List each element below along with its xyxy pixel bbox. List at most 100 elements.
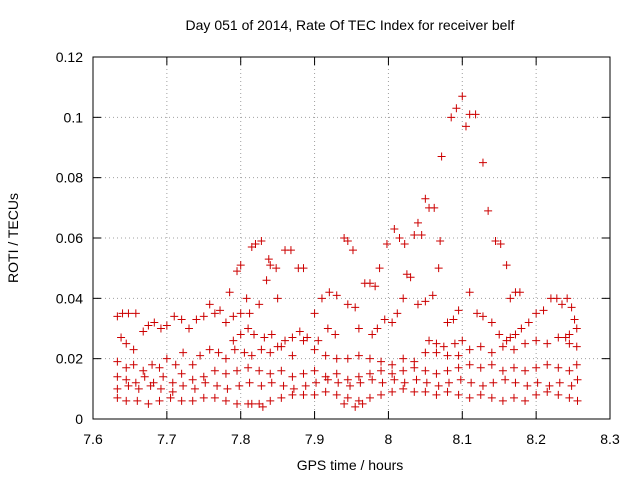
data-point bbox=[196, 351, 205, 360]
data-point bbox=[565, 366, 574, 375]
data-point bbox=[168, 387, 177, 396]
data-point bbox=[343, 237, 352, 246]
data-point bbox=[343, 375, 352, 384]
data-point bbox=[340, 399, 349, 408]
data-point bbox=[454, 306, 463, 315]
data-point bbox=[509, 393, 518, 402]
x-tick-label: 7.6 bbox=[83, 431, 103, 447]
data-point bbox=[465, 360, 474, 369]
data-point bbox=[321, 351, 330, 360]
data-point bbox=[343, 354, 352, 363]
data-point bbox=[471, 110, 480, 119]
data-point bbox=[400, 378, 409, 387]
data-point bbox=[272, 264, 281, 273]
data-point bbox=[368, 330, 377, 339]
data-point bbox=[230, 345, 239, 354]
data-point bbox=[421, 297, 430, 306]
data-point bbox=[257, 345, 266, 354]
data-point bbox=[233, 267, 242, 276]
data-point bbox=[399, 384, 408, 393]
data-point bbox=[501, 375, 510, 384]
data-point bbox=[288, 372, 297, 381]
data-point bbox=[229, 336, 238, 345]
data-point bbox=[572, 324, 581, 333]
data-point bbox=[133, 396, 142, 405]
data-point bbox=[295, 327, 304, 336]
data-point bbox=[515, 288, 524, 297]
chart-title: Day 051 of 2014, Rate Of TEC Index for r… bbox=[186, 17, 515, 33]
data-point bbox=[432, 339, 441, 348]
data-point bbox=[139, 327, 148, 336]
data-point bbox=[131, 378, 140, 387]
data-point bbox=[563, 294, 572, 303]
data-point bbox=[565, 393, 574, 402]
data-point bbox=[166, 393, 175, 402]
data-point bbox=[495, 330, 504, 339]
data-point bbox=[144, 399, 153, 408]
data-point bbox=[205, 345, 214, 354]
grid-lines bbox=[93, 57, 610, 419]
data-point bbox=[257, 381, 266, 390]
data-point bbox=[134, 384, 143, 393]
data-point bbox=[245, 378, 254, 387]
data-point bbox=[139, 366, 148, 375]
data-point bbox=[450, 339, 459, 348]
data-point bbox=[168, 378, 177, 387]
x-tick-label: 8.3 bbox=[600, 431, 620, 447]
data-point bbox=[554, 333, 563, 342]
data-point bbox=[122, 375, 131, 384]
data-point bbox=[170, 312, 179, 321]
data-point bbox=[240, 348, 249, 357]
data-point bbox=[476, 390, 485, 399]
data-point bbox=[365, 279, 374, 288]
data-point bbox=[532, 309, 541, 318]
data-point bbox=[177, 315, 186, 324]
data-point bbox=[303, 333, 312, 342]
data-point bbox=[434, 381, 443, 390]
data-point bbox=[129, 360, 138, 369]
data-point bbox=[428, 291, 437, 300]
data-point bbox=[286, 246, 295, 255]
data-point bbox=[299, 369, 308, 378]
data-point bbox=[171, 360, 180, 369]
y-tick-label: 0.08 bbox=[56, 170, 83, 186]
data-point bbox=[524, 318, 533, 327]
data-point bbox=[288, 390, 297, 399]
data-point bbox=[532, 363, 541, 372]
data-point bbox=[467, 378, 476, 387]
data-point bbox=[393, 309, 402, 318]
data-point bbox=[199, 393, 208, 402]
data-point bbox=[478, 381, 487, 390]
data-point bbox=[221, 354, 230, 363]
data-point bbox=[223, 384, 232, 393]
data-point bbox=[377, 357, 386, 366]
data-point bbox=[412, 375, 421, 384]
data-point bbox=[235, 381, 244, 390]
data-point bbox=[506, 333, 515, 342]
data-point bbox=[443, 351, 452, 360]
data-point bbox=[399, 366, 408, 375]
data-point bbox=[177, 369, 186, 378]
data-point bbox=[122, 339, 131, 348]
data-point bbox=[413, 300, 422, 309]
data-point bbox=[289, 384, 298, 393]
data-point bbox=[373, 324, 382, 333]
data-point bbox=[400, 240, 409, 249]
data-point bbox=[432, 369, 441, 378]
data-point bbox=[356, 378, 365, 387]
data-point bbox=[113, 372, 122, 381]
data-point bbox=[310, 309, 319, 318]
data-point bbox=[140, 372, 149, 381]
data-point bbox=[281, 336, 290, 345]
data-point bbox=[266, 348, 275, 357]
data-point bbox=[443, 387, 452, 396]
x-tick-label: 8.2 bbox=[526, 431, 546, 447]
data-point bbox=[502, 261, 511, 270]
data-point bbox=[543, 339, 552, 348]
data-point bbox=[351, 303, 360, 312]
data-point bbox=[156, 384, 165, 393]
data-point bbox=[543, 387, 552, 396]
data-point bbox=[233, 399, 242, 408]
data-point bbox=[262, 276, 271, 285]
